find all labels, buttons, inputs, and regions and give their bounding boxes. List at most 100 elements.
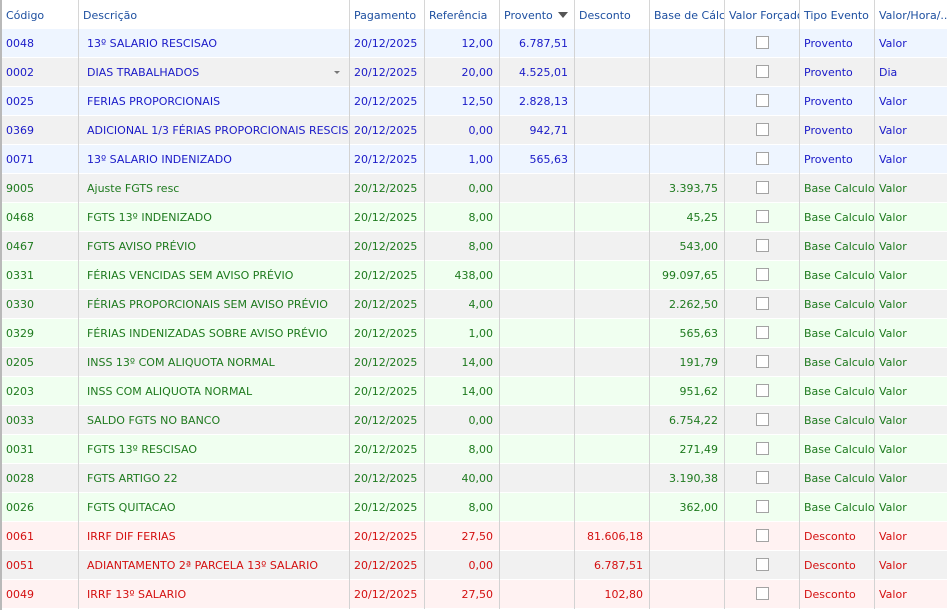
cell-tipo[interactable]: Provento: [800, 145, 875, 174]
cell-valorhora[interactable]: Valor: [875, 29, 947, 58]
cell-base[interactable]: [650, 522, 725, 551]
cell-desconto[interactable]: [575, 232, 650, 261]
cell-provento[interactable]: [500, 464, 575, 493]
cell-valorhora[interactable]: Valor: [875, 348, 947, 377]
table-row[interactable]: 0026 FGTS QUITACAO 20/12/2025 8,00 362,00 Bas…: [2, 493, 947, 522]
cell-pagamento[interactable]: 20/12/2025: [350, 87, 425, 116]
cell-referencia[interactable]: 40,00: [425, 464, 500, 493]
cell-base[interactable]: 271,49: [650, 435, 725, 464]
table-row[interactable]: 0468 FGTS 13º INDENIZADO 20/12/2025 8,00 45,…: [2, 203, 947, 232]
table-row[interactable]: 0369 ADICIONAL 1/3 FÉRIAS PROPORCIONAIS R…: [2, 116, 947, 145]
cell-desconto[interactable]: 81.606,18: [575, 522, 650, 551]
cell-codigo[interactable]: 0031: [2, 435, 79, 464]
cell-tipo[interactable]: Base Calculo: [800, 232, 875, 261]
cell-desconto[interactable]: [575, 435, 650, 464]
cell-descricao[interactable]: 13º SALARIO INDENIZADO: [79, 145, 350, 174]
valor-forcado-checkbox[interactable]: [755, 268, 769, 281]
cell-referencia[interactable]: 0,00: [425, 406, 500, 435]
cell-referencia[interactable]: 438,00: [425, 261, 500, 290]
table-row[interactable]: 0049 IRRF 13º SALARIO 20/12/2025 27,50 102,8…: [2, 580, 947, 609]
valor-forcado-checkbox[interactable]: [755, 94, 769, 107]
cell-tipo[interactable]: Base Calculo: [800, 203, 875, 232]
cell-desconto[interactable]: [575, 377, 650, 406]
cell-pagamento[interactable]: 20/12/2025: [350, 580, 425, 609]
cell-referencia[interactable]: 8,00: [425, 493, 500, 522]
cell-base[interactable]: 543,00: [650, 232, 725, 261]
cell-provento[interactable]: [500, 319, 575, 348]
cell-tipo[interactable]: Desconto: [800, 551, 875, 580]
cell-provento[interactable]: [500, 174, 575, 203]
cell-referencia[interactable]: 1,00: [425, 145, 500, 174]
cell-referencia[interactable]: 12,50: [425, 87, 500, 116]
cell-codigo[interactable]: 0002: [2, 58, 79, 87]
cell-desconto[interactable]: [575, 319, 650, 348]
cell-referencia[interactable]: 8,00: [425, 203, 500, 232]
cell-referencia[interactable]: 0,00: [425, 116, 500, 145]
cell-descricao[interactable]: DIAS TRABALHADOS: [79, 58, 350, 87]
cell-pagamento[interactable]: 20/12/2025: [350, 203, 425, 232]
cell-descricao[interactable]: SALDO FGTS NO BANCO: [79, 406, 350, 435]
cell-codigo[interactable]: 0049: [2, 580, 79, 609]
cell-desconto[interactable]: [575, 261, 650, 290]
valor-forcado-checkbox[interactable]: [755, 355, 769, 368]
column-header-base[interactable]: Base de Cálc...: [650, 0, 725, 29]
table-row[interactable]: 0203 INSS COM ALIQUOTA NORMAL 20/12/2025 14…: [2, 377, 947, 406]
cell-tipo[interactable]: Provento: [800, 29, 875, 58]
cell-provento[interactable]: [500, 377, 575, 406]
cell-base[interactable]: 3.393,75: [650, 174, 725, 203]
cell-provento[interactable]: [500, 435, 575, 464]
cell-provento[interactable]: [500, 580, 575, 609]
cell-desconto[interactable]: [575, 348, 650, 377]
cell-descricao[interactable]: Ajuste FGTS resc: [79, 174, 350, 203]
cell-tipo[interactable]: Desconto: [800, 580, 875, 609]
valor-forcado-checkbox[interactable]: [755, 65, 769, 78]
table-row[interactable]: 0071 13º SALARIO INDENIZADO 20/12/2025 1,00…: [2, 145, 947, 174]
cell-tipo[interactable]: Base Calculo: [800, 435, 875, 464]
cell-provento[interactable]: [500, 348, 575, 377]
cell-base[interactable]: 6.754,22: [650, 406, 725, 435]
cell-pagamento[interactable]: 20/12/2025: [350, 116, 425, 145]
cell-pagamento[interactable]: 20/12/2025: [350, 551, 425, 580]
cell-valorhora[interactable]: Valor: [875, 435, 947, 464]
cell-tipo[interactable]: Base Calculo: [800, 174, 875, 203]
cell-codigo[interactable]: 0048: [2, 29, 79, 58]
cell-descricao[interactable]: FGTS 13º INDENIZADO: [79, 203, 350, 232]
cell-base[interactable]: [650, 580, 725, 609]
cell-base[interactable]: 191,79: [650, 348, 725, 377]
valor-forcado-checkbox[interactable]: [755, 210, 769, 223]
table-row[interactable]: 0061 IRRF DIF FERIAS 20/12/2025 27,50 81.606…: [2, 522, 947, 551]
cell-pagamento[interactable]: 20/12/2025: [350, 464, 425, 493]
cell-base[interactable]: 45,25: [650, 203, 725, 232]
valor-forcado-checkbox[interactable]: [755, 36, 769, 49]
cell-base[interactable]: 362,00: [650, 493, 725, 522]
valor-forcado-checkbox[interactable]: [755, 413, 769, 426]
column-header-valorhora[interactable]: Valor/Hora/...: [875, 0, 947, 29]
cell-pagamento[interactable]: 20/12/2025: [350, 174, 425, 203]
cell-provento[interactable]: 2.828,13: [500, 87, 575, 116]
cell-referencia[interactable]: 8,00: [425, 435, 500, 464]
cell-desconto[interactable]: [575, 87, 650, 116]
cell-desconto[interactable]: [575, 174, 650, 203]
valor-forcado-checkbox[interactable]: [755, 500, 769, 513]
cell-valorhora[interactable]: Dia: [875, 58, 947, 87]
cell-pagamento[interactable]: 20/12/2025: [350, 377, 425, 406]
valor-forcado-checkbox[interactable]: [755, 152, 769, 165]
column-header-tipo[interactable]: Tipo Evento: [800, 0, 875, 29]
cell-provento[interactable]: [500, 290, 575, 319]
cell-tipo[interactable]: Base Calculo: [800, 406, 875, 435]
column-header-descricao[interactable]: Descrição: [79, 0, 350, 29]
cell-descricao[interactable]: FÉRIAS INDENIZADAS SOBRE AVISO PRÉVIO: [79, 319, 350, 348]
table-row[interactable]: 0467 FGTS AVISO PRÉVIO 20/12/2025 8,00 543,0…: [2, 232, 947, 261]
cell-pagamento[interactable]: 20/12/2025: [350, 319, 425, 348]
cell-valorhora[interactable]: Valor: [875, 464, 947, 493]
cell-valorhora[interactable]: Valor: [875, 174, 947, 203]
cell-provento[interactable]: [500, 261, 575, 290]
cell-tipo[interactable]: Base Calculo: [800, 290, 875, 319]
valor-forcado-checkbox[interactable]: [755, 181, 769, 194]
cell-referencia[interactable]: 14,00: [425, 348, 500, 377]
cell-provento[interactable]: [500, 551, 575, 580]
cell-desconto[interactable]: [575, 493, 650, 522]
cell-desconto[interactable]: 102,80: [575, 580, 650, 609]
cell-desconto[interactable]: [575, 464, 650, 493]
cell-tipo[interactable]: Base Calculo: [800, 319, 875, 348]
